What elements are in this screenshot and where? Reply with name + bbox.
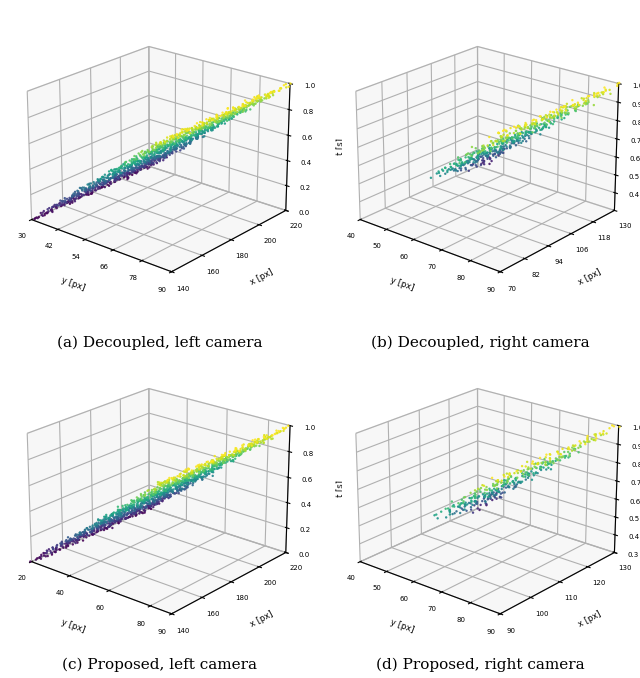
Text: (c) Proposed, left camera: (c) Proposed, left camera [63,657,257,672]
Text: (a) Decoupled, left camera: (a) Decoupled, left camera [57,335,263,350]
Y-axis label: x [px]: x [px] [577,267,603,287]
X-axis label: y [px]: y [px] [388,276,415,293]
Text: (b) Decoupled, right camera: (b) Decoupled, right camera [371,335,589,350]
Y-axis label: x [px]: x [px] [577,609,603,629]
X-axis label: y [px]: y [px] [60,276,86,293]
Y-axis label: x [px]: x [px] [248,609,275,629]
Text: (d) Proposed, right camera: (d) Proposed, right camera [376,657,584,672]
Y-axis label: x [px]: x [px] [248,267,275,287]
X-axis label: y [px]: y [px] [60,618,86,635]
X-axis label: y [px]: y [px] [388,618,415,635]
